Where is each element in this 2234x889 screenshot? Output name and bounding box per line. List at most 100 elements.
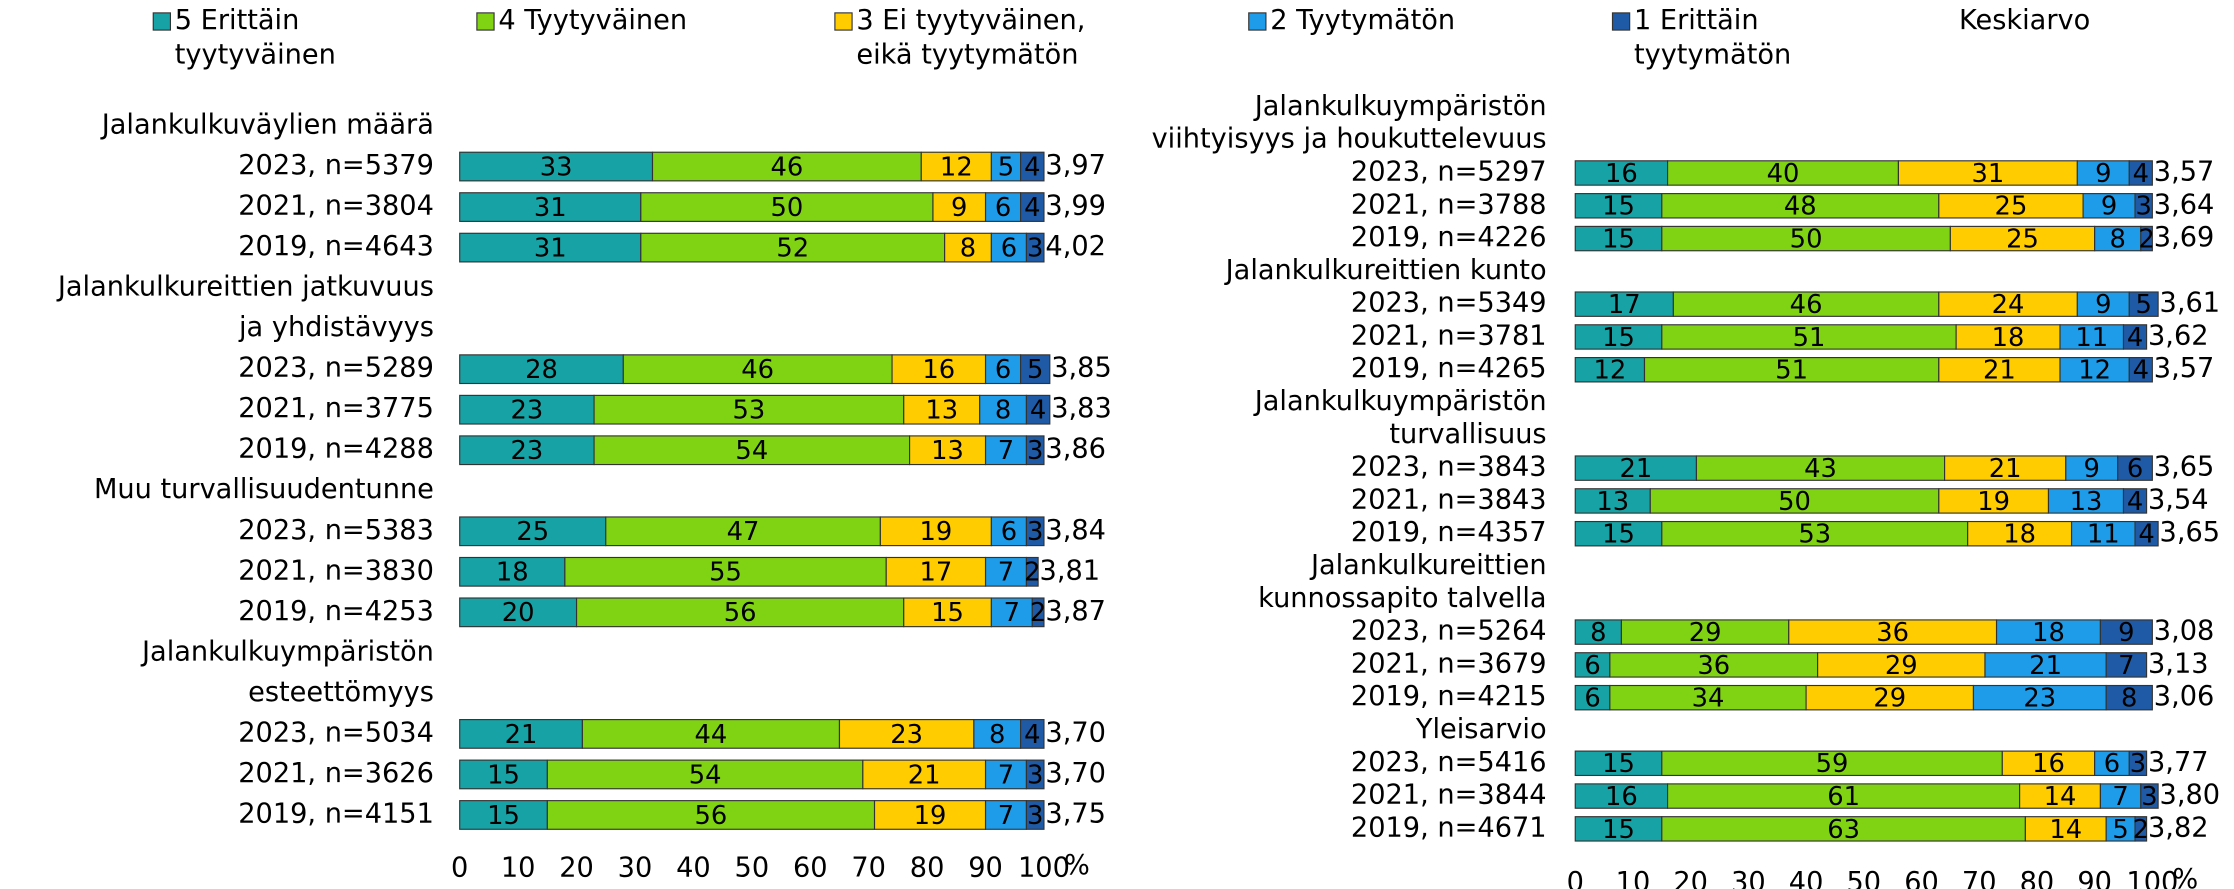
- x-tick-label: 0: [1567, 867, 1584, 889]
- segment-label: 16: [1605, 782, 1638, 812]
- x-tick-label: 50: [735, 853, 770, 884]
- bar-segment: [1643, 357, 1940, 383]
- segment-label: 20: [502, 598, 535, 628]
- bar-segment: [879, 516, 992, 547]
- x-tick-label: 90: [2077, 867, 2112, 889]
- segment-label: 6: [1584, 651, 1600, 681]
- mean-label: 3,69: [2154, 222, 2215, 253]
- segment-label: 36: [1697, 651, 1730, 681]
- segment-label: 29: [1689, 618, 1722, 648]
- row-label: 2021, n=3843: [1351, 484, 1547, 515]
- x-tick-label: 70: [851, 853, 886, 884]
- legend-label: 4 Tyytyväinen: [498, 5, 687, 36]
- segment-label: 14: [2044, 782, 2077, 812]
- row-label: 2021, n=3775: [238, 393, 434, 424]
- bar-segment: [979, 394, 1028, 425]
- segment-label: 7: [998, 801, 1014, 831]
- row-label: 2019, n=4671: [1351, 812, 1547, 843]
- row-label: 2023, n=5383: [238, 515, 434, 546]
- bar-segment: [885, 556, 987, 587]
- segment-label: 4: [1024, 193, 1040, 223]
- bar-segment: [2140, 225, 2153, 252]
- segment-label: 7: [1004, 598, 1020, 628]
- mean-label: 3,65: [2160, 517, 2221, 548]
- bar-segment: [1938, 357, 2061, 383]
- mean-label: 3,83: [1051, 393, 1112, 424]
- segment-label: 15: [931, 598, 964, 628]
- x-tick-label: 30: [1731, 867, 1766, 889]
- segment-label: 3: [1027, 801, 1043, 831]
- segment-label: 16: [1605, 159, 1638, 189]
- segment-label: 15: [1602, 323, 1635, 353]
- row-label: 2021, n=3781: [1351, 320, 1547, 351]
- bar-segment: [1574, 160, 1669, 186]
- bar-segment: [575, 597, 905, 628]
- segment-label: 4: [2127, 323, 2143, 353]
- row-label: 2023, n=5297: [1351, 156, 1547, 187]
- segment-label: 7: [998, 558, 1014, 588]
- mean-label: 3,06: [2154, 681, 2215, 712]
- bar-segment: [1025, 435, 1045, 466]
- bar-segment: [1020, 719, 1045, 749]
- segment-label: 3: [1027, 436, 1043, 466]
- bar-segment: [1025, 394, 1051, 425]
- row-label: 2021, n=3844: [1351, 780, 1547, 811]
- segment-label: 18: [1992, 323, 2025, 353]
- segment-label: 23: [510, 396, 543, 426]
- segment-label: 11: [2087, 520, 2120, 550]
- group-label: Yleisarvio: [1415, 714, 1547, 745]
- mean-label: 3,86: [1045, 434, 1106, 465]
- bar-segment: [1025, 232, 1045, 263]
- bar-segment: [990, 232, 1028, 263]
- legend-swatch: [1611, 12, 1631, 31]
- segment-label: 8: [960, 234, 976, 264]
- segment-label: 61: [1827, 782, 1860, 812]
- segment-label: 25: [516, 517, 549, 547]
- segment-label: 18: [496, 558, 529, 588]
- segment-label: 31: [534, 234, 567, 264]
- segment-label: 21: [505, 720, 538, 750]
- x-tick-label: 10: [501, 853, 536, 884]
- segment-label: 28: [525, 355, 558, 385]
- bar-segment: [1661, 816, 2026, 842]
- segment-label: 6: [995, 355, 1011, 385]
- segment-label: 50: [770, 193, 803, 223]
- bar-segment: [1938, 488, 2050, 514]
- bar-segment: [1574, 225, 1663, 252]
- bar-segment: [984, 556, 1028, 587]
- segment-label: 43: [1804, 454, 1837, 484]
- bar-segment: [1955, 324, 2061, 350]
- segment-label: 7: [2112, 782, 2128, 812]
- segment-label: 31: [1971, 159, 2004, 189]
- bar-segment: [909, 435, 987, 466]
- mean-label: 3,54: [2148, 484, 2209, 515]
- segment-label: 11: [2075, 323, 2108, 353]
- mean-label: 3,57: [2154, 156, 2215, 187]
- bar-segment: [2134, 520, 2159, 547]
- group-label: esteettömyys: [248, 677, 434, 708]
- bar-segment: [2059, 357, 2130, 383]
- row-label: 2023, n=5349: [1351, 288, 1547, 319]
- bar-segment: [459, 151, 654, 182]
- segment-label: 6: [2127, 454, 2143, 484]
- group-label: Jalankulkuympäristön: [1253, 91, 1547, 122]
- segment-label: 8: [989, 720, 1005, 750]
- mean-header: Keskiarvo: [1959, 5, 2090, 36]
- legend-label: eikä tyytymätön: [856, 39, 1078, 70]
- bar-segment: [1574, 291, 1674, 317]
- segment-label: 34: [1692, 684, 1725, 714]
- bar-segment: [891, 354, 987, 385]
- segment-label: 5: [998, 152, 1014, 182]
- segment-label: 63: [1827, 815, 1860, 845]
- bar-segment: [944, 232, 992, 263]
- bar-segment: [2122, 324, 2148, 350]
- bar-segment: [1944, 455, 2067, 481]
- segment-label: 23: [2023, 684, 2056, 714]
- segment-label: 15: [1602, 520, 1635, 550]
- bar-segment: [1574, 455, 1698, 481]
- bar-segment: [459, 232, 642, 263]
- bar-segment: [1609, 652, 1819, 678]
- segment-label: 29: [1885, 651, 1918, 681]
- segment-label: 9: [2101, 192, 2117, 222]
